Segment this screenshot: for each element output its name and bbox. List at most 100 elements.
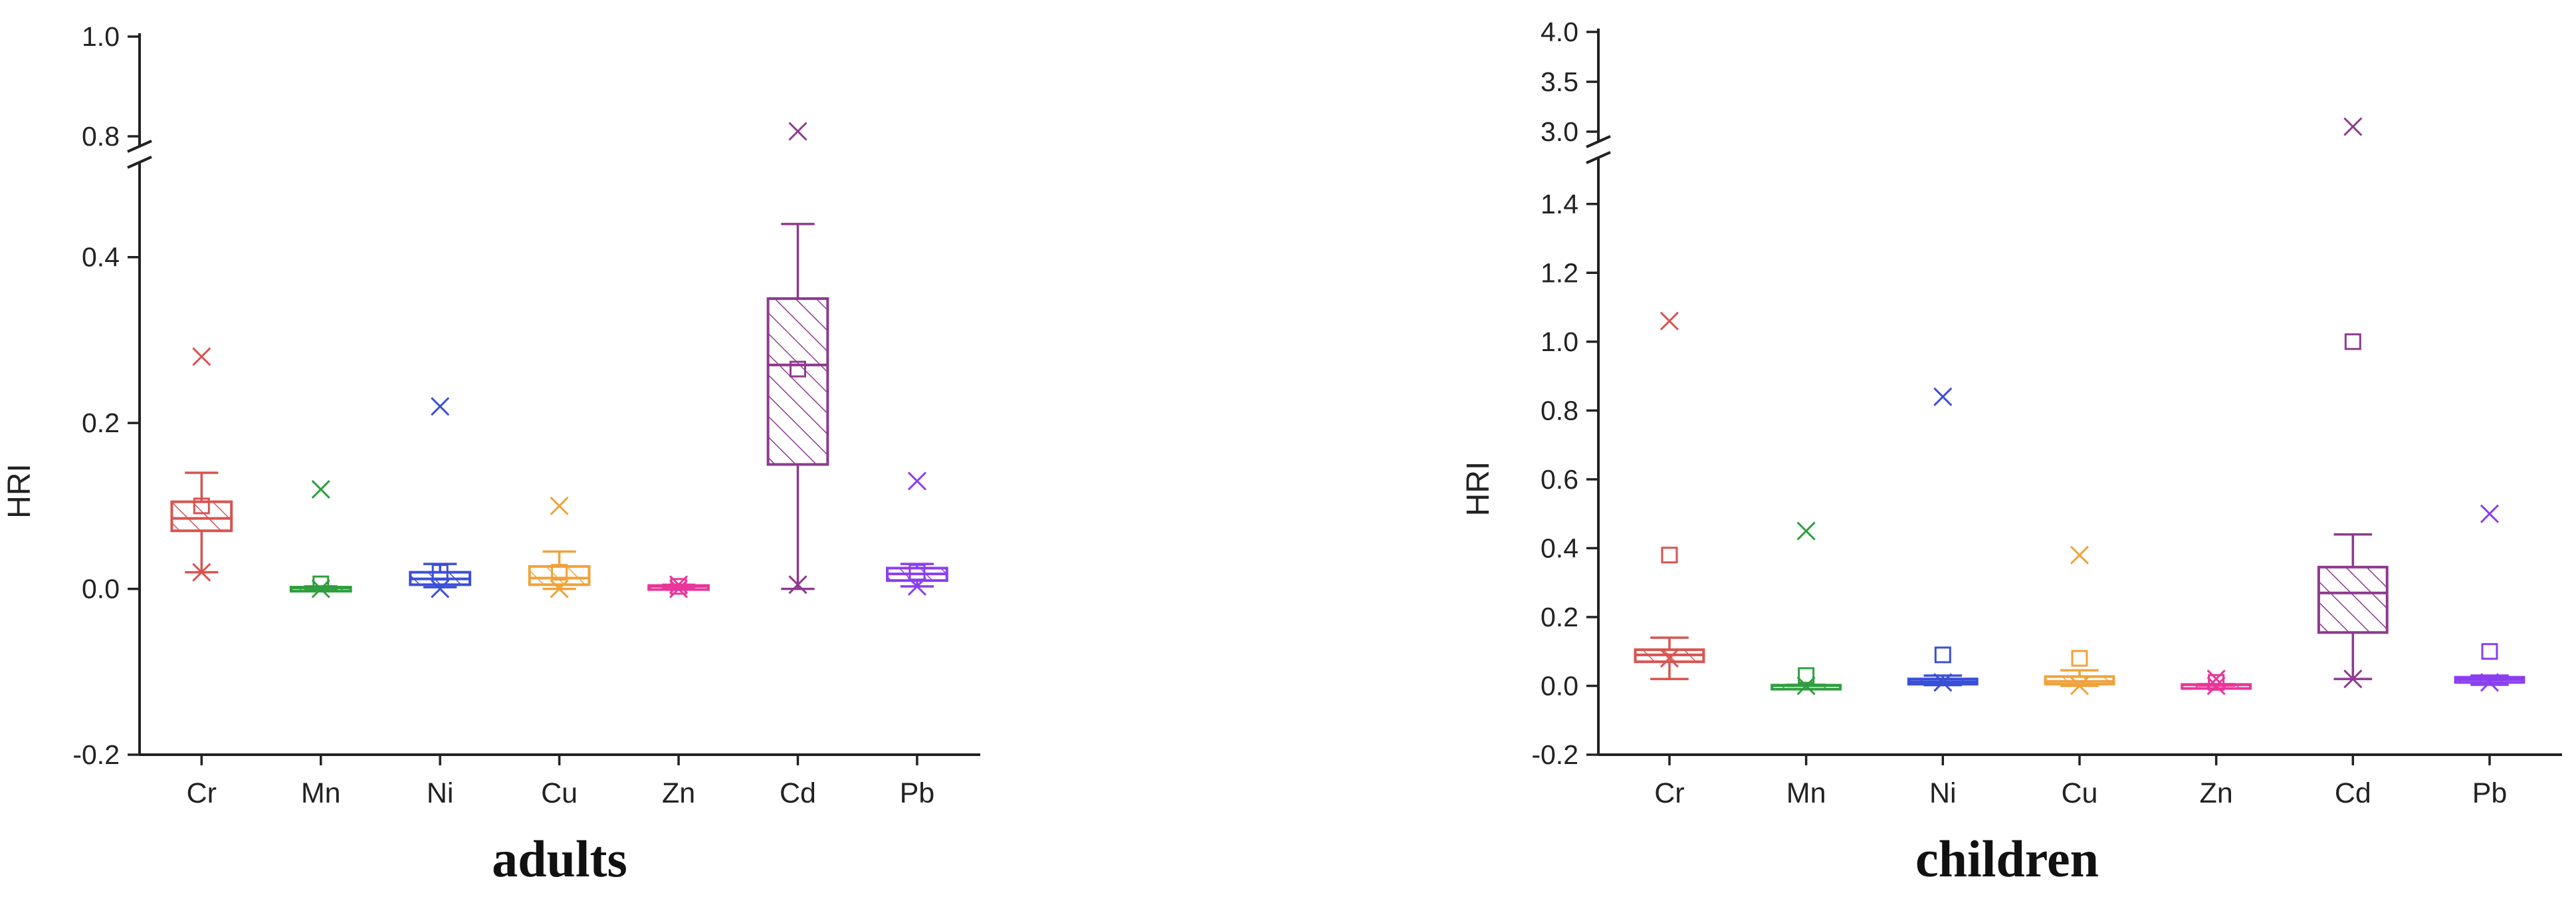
x-tick-label: Cr: [187, 777, 217, 809]
y-tick-label: 0.8: [1541, 395, 1578, 426]
mean-marker: [2344, 333, 2361, 350]
mean-marker: [789, 360, 806, 378]
box-zn: Zn: [647, 575, 710, 809]
axis-break-mark: [1586, 135, 1611, 148]
y-tick-label: 0.2: [1541, 602, 1578, 632]
mean-marker: [193, 497, 210, 515]
min-marker: [788, 575, 807, 594]
box-cd: Cd: [2317, 117, 2389, 809]
y-tick-label: 3.5: [1541, 66, 1578, 97]
y-tick-label: -0.2: [72, 739, 120, 770]
min-marker: [1933, 673, 1953, 692]
box-ni: Ni: [409, 397, 472, 809]
x-tick-label: Ni: [1929, 777, 1957, 809]
x-tick-label: Cr: [1654, 777, 1684, 809]
max-marker: [1933, 387, 1953, 406]
mean-marker: [431, 564, 449, 581]
min-marker: [192, 563, 211, 582]
y-tick-label: 0.4: [1541, 533, 1578, 563]
mean-marker: [1661, 547, 1678, 564]
x-tick-label: Zn: [662, 777, 695, 809]
max-marker: [2480, 504, 2500, 523]
y-tick-label: 0.2: [82, 408, 120, 438]
min-marker: [2343, 670, 2363, 689]
x-tick-label: Mn: [301, 777, 341, 809]
box-rect: [170, 500, 233, 533]
mean-marker: [2481, 643, 2498, 660]
box-ni: Ni: [1907, 387, 1979, 809]
box-zn: Zn: [2181, 670, 2252, 809]
mean-marker: [909, 564, 926, 581]
box-cr: Cr: [170, 347, 233, 809]
min-marker: [907, 577, 926, 596]
min-marker: [1660, 648, 1679, 668]
mean-marker: [1934, 646, 1951, 664]
x-tick-label: Pb: [2472, 777, 2508, 809]
y-tick-label: 3.0: [1541, 116, 1578, 147]
min-marker: [431, 579, 450, 598]
box-cu: Cu: [2044, 545, 2115, 809]
y-tick-label: 0.6: [1541, 464, 1578, 495]
x-tick-label: Cd: [2335, 777, 2371, 809]
children-caption: children: [1915, 830, 2099, 888]
axis-break-mark: [1586, 151, 1611, 164]
adults-chart-panel: -0.2 0.0 0.2 0.4 0.8 1.0 HRI Cr Mn Ni Cu Zn Cd Pb: [2, 21, 980, 809]
max-marker: [431, 397, 450, 416]
max-marker: [1796, 521, 1816, 541]
box-cr: Cr: [1634, 311, 1705, 809]
y-axis-label: HRI: [1461, 461, 1496, 517]
max-marker: [192, 347, 211, 366]
x-tick-label: Cu: [541, 777, 578, 809]
min-marker: [550, 579, 569, 598]
max-marker: [788, 122, 807, 141]
mean-marker: [2208, 674, 2225, 691]
min-marker: [311, 579, 330, 598]
max-marker: [311, 479, 330, 499]
min-marker: [2480, 673, 2500, 692]
y-tick-label: 0.4: [82, 242, 120, 273]
x-tick-label: Cu: [2061, 777, 2097, 809]
mean-marker: [2071, 650, 2088, 667]
y-tick-label: 1.0: [1541, 326, 1578, 357]
max-marker: [907, 471, 926, 491]
y-tick-label: 0.0: [1541, 670, 1578, 701]
box-cd: Cd: [766, 122, 829, 809]
mean-marker: [1798, 667, 1815, 684]
mean-marker: [312, 575, 330, 592]
x-tick-label: Pb: [900, 777, 935, 809]
mean-marker: [551, 564, 568, 581]
y-tick-label: 4.0: [1541, 17, 1578, 47]
box-mn: Mn: [289, 479, 352, 809]
max-marker: [1660, 311, 1679, 330]
axis-break-mark: [127, 156, 152, 169]
y-tick-label: 1.4: [1541, 189, 1578, 219]
min-marker: [669, 579, 689, 598]
box-rect: [2317, 565, 2389, 634]
min-marker: [2070, 676, 2090, 696]
axis-break-mark: [127, 140, 152, 153]
x-tick-label: Cd: [780, 777, 816, 809]
box-rect: [528, 565, 591, 586]
y-tick-label: 0.0: [82, 574, 120, 604]
max-marker: [2070, 545, 2090, 565]
y-tick-label: 0.8: [82, 121, 120, 152]
box-pb: Pb: [2454, 504, 2525, 809]
min-marker: [2206, 676, 2226, 696]
x-tick-label: Ni: [427, 777, 454, 809]
mean-marker: [670, 578, 687, 595]
y-axis-label: HRI: [2, 463, 37, 519]
y-tick-label: -0.2: [1531, 739, 1578, 770]
box-pb: Pb: [886, 471, 948, 809]
x-tick-label: Zn: [2200, 777, 2233, 809]
x-tick-label: Mn: [1786, 777, 1826, 809]
children-chart-panel: -0.2 0.0 0.2 0.4 0.6 0.8 1.0 1.2 1.4 3.0 3.5 4.0 HRI…: [1461, 17, 2562, 809]
adults-caption: adults: [492, 830, 627, 888]
y-tick-label: 1.2: [1541, 257, 1578, 288]
max-marker: [2343, 117, 2363, 136]
box-cu: Cu: [528, 496, 591, 809]
min-marker: [1796, 676, 1816, 696]
box-rect: [766, 297, 829, 466]
y-tick-label: 1.0: [82, 21, 120, 52]
max-marker: [550, 496, 569, 515]
